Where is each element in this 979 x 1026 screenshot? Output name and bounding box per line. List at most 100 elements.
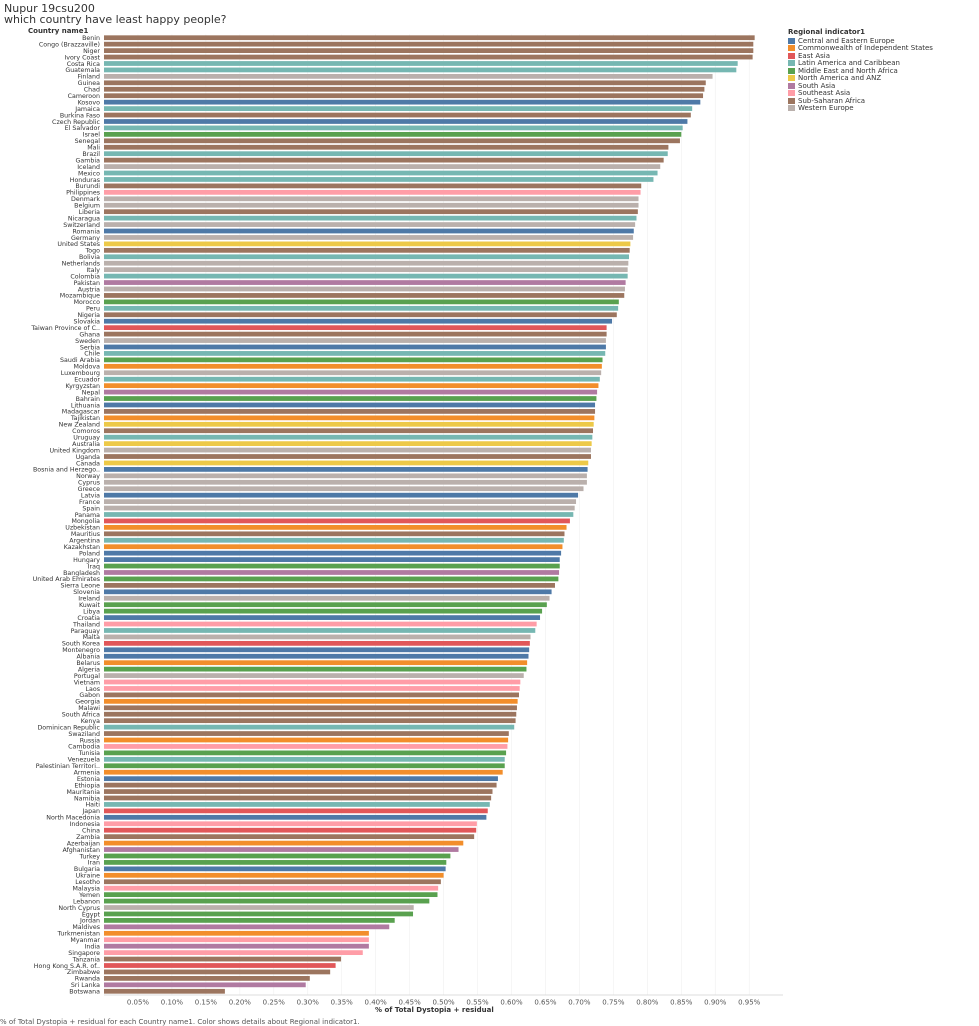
bar[interactable] bbox=[104, 679, 521, 685]
bar[interactable] bbox=[104, 602, 547, 608]
bar[interactable] bbox=[104, 286, 625, 292]
bar[interactable] bbox=[104, 505, 575, 511]
bar[interactable] bbox=[104, 911, 414, 917]
bar[interactable] bbox=[104, 479, 587, 485]
bar[interactable] bbox=[104, 421, 594, 427]
bar[interactable] bbox=[104, 943, 369, 949]
bar[interactable] bbox=[104, 930, 369, 936]
bar[interactable] bbox=[104, 660, 528, 666]
bar[interactable] bbox=[104, 209, 638, 215]
bar[interactable] bbox=[104, 183, 642, 189]
bar[interactable] bbox=[104, 93, 704, 99]
bar[interactable] bbox=[104, 383, 599, 389]
bar[interactable] bbox=[104, 821, 477, 827]
bar[interactable] bbox=[104, 267, 628, 273]
bar[interactable] bbox=[104, 80, 706, 86]
bar[interactable] bbox=[104, 144, 669, 150]
bar[interactable] bbox=[104, 325, 607, 331]
bar[interactable] bbox=[104, 898, 430, 904]
bar[interactable] bbox=[104, 363, 602, 369]
bar[interactable] bbox=[104, 557, 560, 562]
bar[interactable] bbox=[104, 402, 596, 408]
bar[interactable] bbox=[104, 454, 591, 459]
legend-item[interactable]: Central and Eastern Europe bbox=[788, 37, 933, 45]
bar[interactable] bbox=[104, 956, 342, 962]
bar[interactable] bbox=[104, 866, 446, 872]
bar[interactable] bbox=[104, 441, 592, 447]
bar[interactable] bbox=[104, 937, 369, 943]
bar[interactable] bbox=[104, 582, 555, 588]
bar[interactable] bbox=[104, 692, 519, 698]
bar[interactable] bbox=[104, 763, 505, 769]
legend-item[interactable]: Latin America and Caribbean bbox=[788, 59, 933, 67]
legend-item[interactable]: Southeast Asia bbox=[788, 89, 933, 97]
bar[interactable] bbox=[104, 338, 606, 343]
bar[interactable] bbox=[104, 550, 562, 556]
bar[interactable] bbox=[104, 731, 509, 736]
legend-item[interactable]: Western Europe bbox=[788, 104, 933, 112]
bar[interactable] bbox=[104, 950, 363, 956]
bar[interactable] bbox=[104, 331, 607, 337]
bar[interactable] bbox=[104, 293, 625, 298]
bar[interactable] bbox=[104, 151, 668, 157]
bar[interactable] bbox=[104, 196, 639, 202]
bar[interactable] bbox=[104, 872, 444, 878]
bar[interactable] bbox=[104, 434, 593, 440]
bar[interactable] bbox=[104, 860, 447, 865]
bar[interactable] bbox=[104, 157, 664, 163]
bar[interactable] bbox=[104, 235, 634, 240]
bar[interactable] bbox=[104, 918, 395, 923]
bar[interactable] bbox=[104, 54, 753, 60]
bar[interactable] bbox=[104, 318, 613, 324]
bar[interactable] bbox=[104, 853, 451, 859]
bar[interactable] bbox=[104, 518, 570, 524]
bar[interactable] bbox=[104, 744, 508, 749]
bar[interactable] bbox=[104, 119, 688, 124]
bar[interactable] bbox=[104, 724, 515, 730]
bar[interactable] bbox=[104, 67, 737, 73]
bar[interactable] bbox=[104, 628, 536, 633]
bar[interactable] bbox=[104, 273, 628, 279]
bar[interactable] bbox=[104, 312, 617, 318]
bar[interactable] bbox=[104, 35, 755, 41]
bar[interactable] bbox=[104, 827, 477, 833]
bar[interactable] bbox=[104, 570, 560, 575]
bar[interactable] bbox=[104, 131, 682, 137]
bar[interactable] bbox=[104, 112, 691, 118]
bar[interactable] bbox=[104, 776, 498, 782]
bar[interactable] bbox=[104, 673, 524, 678]
bar[interactable] bbox=[104, 396, 597, 401]
bar[interactable] bbox=[104, 686, 520, 691]
bar[interactable] bbox=[104, 389, 598, 395]
bar[interactable] bbox=[104, 924, 390, 930]
bar[interactable] bbox=[104, 499, 577, 504]
bar[interactable] bbox=[104, 544, 563, 550]
bar[interactable] bbox=[104, 589, 552, 595]
bar[interactable] bbox=[104, 621, 537, 627]
bar[interactable] bbox=[104, 666, 527, 672]
bar[interactable] bbox=[104, 814, 487, 820]
bar[interactable] bbox=[104, 164, 661, 169]
bar[interactable] bbox=[104, 615, 541, 620]
bar[interactable] bbox=[104, 473, 587, 479]
bar[interactable] bbox=[104, 769, 503, 775]
legend-item[interactable]: North America and ANZ bbox=[788, 74, 933, 82]
bar[interactable] bbox=[104, 41, 754, 47]
bar[interactable] bbox=[104, 409, 596, 414]
bar[interactable] bbox=[104, 718, 516, 724]
bar[interactable] bbox=[104, 576, 559, 582]
bar[interactable] bbox=[104, 847, 459, 852]
bar[interactable] bbox=[104, 705, 517, 711]
bar[interactable] bbox=[104, 48, 754, 53]
bar[interactable] bbox=[104, 460, 589, 466]
bar[interactable] bbox=[104, 711, 517, 717]
bar[interactable] bbox=[104, 351, 606, 356]
legend-item[interactable]: South Asia bbox=[788, 82, 933, 90]
bar[interactable] bbox=[104, 647, 530, 653]
bar[interactable] bbox=[104, 834, 475, 840]
bar[interactable] bbox=[104, 222, 636, 227]
bar[interactable] bbox=[104, 486, 584, 492]
legend-item[interactable]: Commonwealth of Independent States bbox=[788, 44, 933, 52]
bar[interactable] bbox=[104, 982, 306, 988]
bar[interactable] bbox=[104, 492, 579, 498]
